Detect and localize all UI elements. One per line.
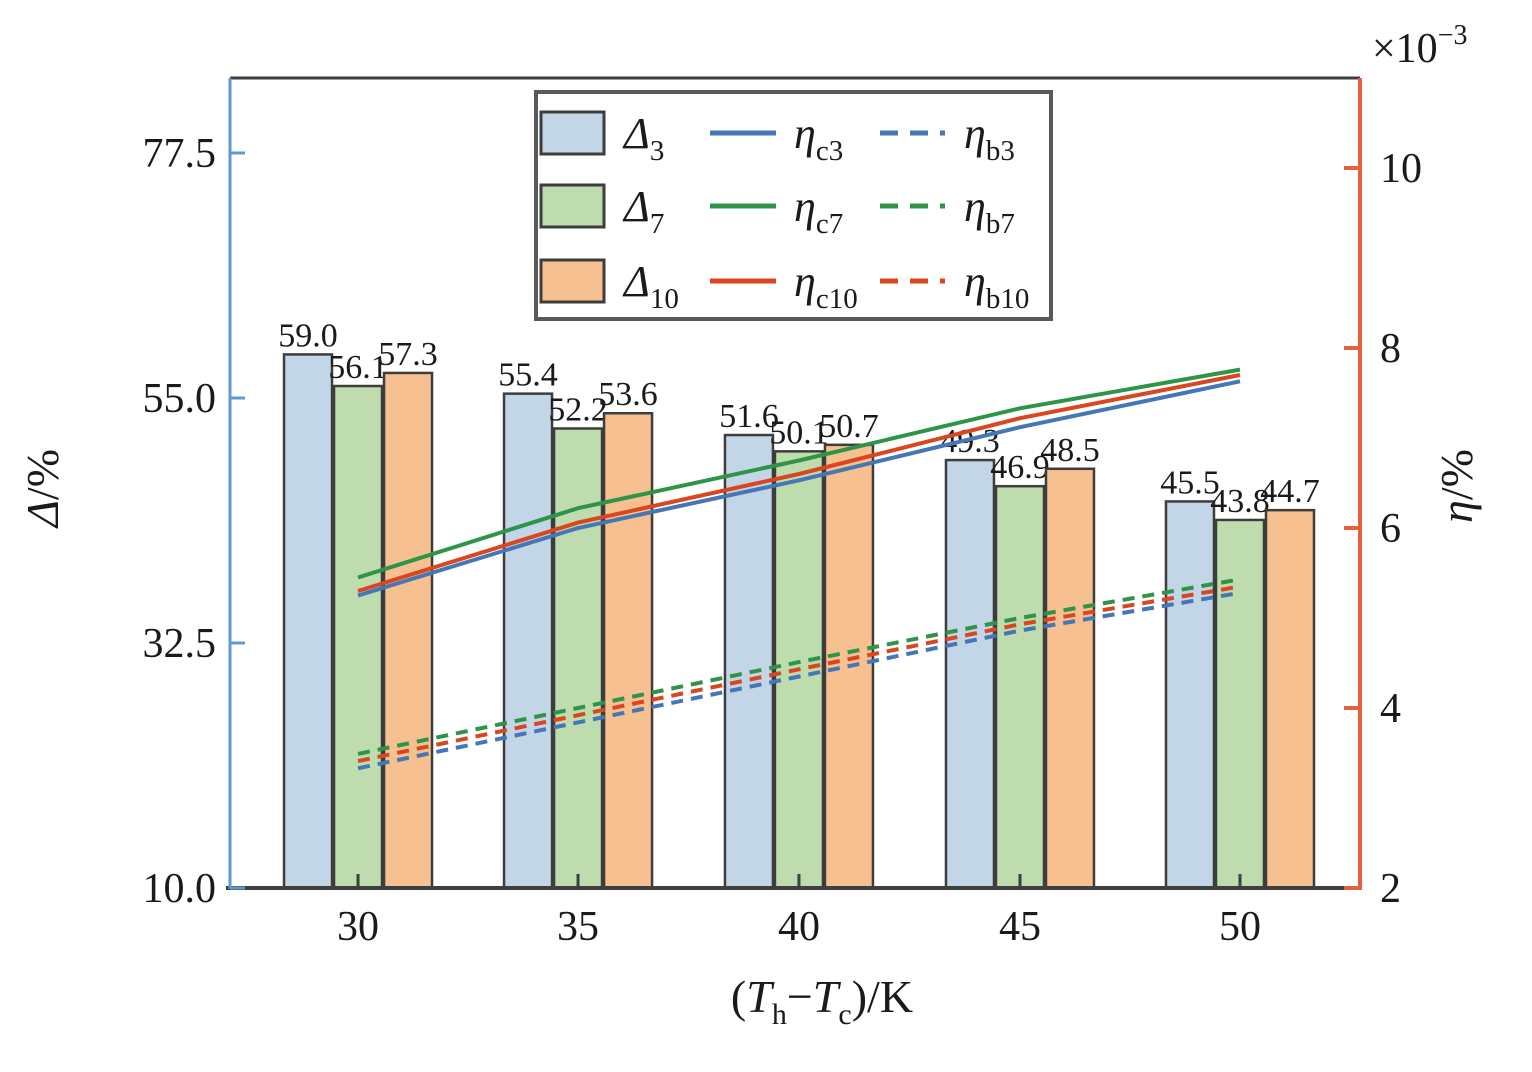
bar-value-label-Δ10-30: 57.3 — [378, 336, 438, 373]
legend-label-delta3-base: Δ — [622, 109, 650, 158]
legend-label-eta-c3-sub: c3 — [816, 135, 843, 167]
bar-value-label-Δ7-40: 50.1 — [769, 414, 829, 451]
bar-value-label-Δ10-45: 48.5 — [1040, 432, 1100, 469]
bar-Δ10-45 — [1044, 467, 1096, 890]
line-ηb3 — [357, 590, 1241, 771]
bar-Δ3-45 — [944, 458, 996, 890]
x-title-T2: T — [813, 971, 842, 1022]
legend-label-eta-b10: ηb10 — [964, 257, 1029, 315]
right-axis-title: η/% — [1431, 449, 1482, 523]
legend-label-eta-c10: ηc10 — [794, 257, 858, 315]
x-tick-label-40: 40 — [778, 904, 820, 950]
legend-label-eta-c3-base: η — [794, 109, 816, 158]
x-axis-title: (Th−Tc)/K — [731, 971, 913, 1031]
bar-Δ7-35 — [552, 427, 604, 890]
right-axis-title-suffix: /% — [1431, 449, 1482, 500]
left-tick-label-10.0: 10.0 — [143, 866, 217, 912]
bar-Δ3-40 — [723, 433, 775, 890]
legend-label-eta-b3-base: η — [964, 109, 986, 158]
legend-label-eta-b10-sub: b10 — [986, 283, 1030, 315]
left-tick-label-32.5: 32.5 — [143, 621, 217, 667]
legend-patch-7 — [539, 183, 606, 229]
line-ηb7 — [357, 577, 1241, 756]
bar-value-label-Δ10-35: 53.6 — [598, 376, 658, 413]
legend-patch-10 — [539, 258, 606, 304]
right-tick-label-6: 6 — [1380, 506, 1401, 552]
bar-Δ7-45 — [994, 484, 1046, 890]
legend-label-delta10: Δ10 — [622, 257, 679, 315]
bar-value-label-Δ7-45: 46.9 — [990, 449, 1050, 486]
legend-label-delta3-sub: 3 — [650, 135, 665, 167]
legend-label-eta-b7: ηb7 — [964, 182, 1015, 240]
x-tick-label-30: 30 — [337, 904, 379, 950]
legend-label-eta-b10-base: η — [964, 257, 986, 306]
legend-patch-3 — [539, 110, 606, 156]
legend-label-delta10-sub: 10 — [650, 283, 679, 315]
x-tick-label-50: 50 — [1219, 904, 1261, 950]
legend-label-delta7-base: Δ — [622, 182, 650, 231]
legend-label-delta3: Δ3 — [622, 109, 664, 167]
right-axis-multiplier: ×10−3 — [1372, 20, 1467, 72]
legend-label-eta-c7-base: η — [794, 182, 816, 231]
multiplier-exponent: −3 — [1438, 20, 1468, 51]
right-axis-title-symbol: η — [1431, 500, 1482, 523]
legend-label-eta-c7: ηc7 — [794, 182, 843, 240]
bar-Δ3-35 — [502, 392, 554, 890]
legend-label-eta-c3: ηc3 — [794, 109, 843, 167]
bar-value-label-Δ10-40: 50.7 — [819, 408, 879, 445]
legend-label-eta-c10-sub: c10 — [816, 283, 858, 315]
legend-label-eta-b3: ηb3 — [964, 109, 1015, 167]
left-axis-title: Δ/% — [17, 449, 68, 529]
x-title-unit: K — [880, 971, 913, 1022]
bar-value-label-Δ7-50: 43.8 — [1210, 483, 1270, 520]
x-title-sub-c: c — [838, 998, 851, 1031]
legend-label-delta10-base: Δ — [622, 257, 650, 306]
multiplier-base: ×10 — [1372, 26, 1438, 72]
right-tick-label-8: 8 — [1380, 326, 1401, 372]
x-title-close: )/ — [852, 971, 880, 1022]
x-title-minus: − — [787, 971, 813, 1022]
bar-Δ7-30 — [332, 384, 384, 890]
bar-Δ7-50 — [1214, 518, 1266, 890]
x-tick-label-45: 45 — [999, 904, 1041, 950]
left-tick-label-55.0: 55.0 — [143, 376, 217, 422]
bar-Δ10-35 — [602, 411, 654, 890]
bar-value-label-Δ3-30: 59.0 — [278, 317, 338, 354]
legend-box — [534, 90, 1053, 321]
legend-label-eta-b3-sub: b3 — [986, 135, 1015, 167]
right-tick-label-2: 2 — [1380, 866, 1401, 912]
left-tick-label-77.5: 77.5 — [143, 131, 217, 177]
bar-value-label-Δ3-50: 45.5 — [1160, 464, 1220, 501]
right-tick-label-10: 10 — [1380, 146, 1422, 192]
legend-label-eta-c10-base: η — [794, 257, 816, 306]
legend-label-eta-c7-sub: c7 — [816, 208, 843, 240]
bar-value-label-Δ10-50: 44.7 — [1260, 473, 1320, 510]
line-ηb10 — [357, 584, 1241, 764]
left-axis-title-suffix: /% — [17, 449, 68, 500]
legend-label-delta7-sub: 7 — [650, 208, 665, 240]
x-title-T1: T — [746, 971, 775, 1022]
line-ηc3 — [357, 379, 1241, 598]
right-tick-label-4: 4 — [1380, 686, 1401, 732]
x-tick-label-35: 35 — [557, 904, 599, 950]
left-axis-title-symbol: Δ — [17, 500, 68, 529]
bar-value-label-Δ7-35: 52.2 — [548, 391, 608, 428]
line-ηc7 — [357, 367, 1241, 580]
bar-Δ3-30 — [282, 353, 334, 890]
bar-value-label-Δ3-40: 51.6 — [719, 398, 779, 435]
bar-Δ10-50 — [1264, 508, 1316, 890]
legend-label-eta-b7-sub: b7 — [986, 208, 1015, 240]
legend-label-delta7: Δ7 — [622, 182, 664, 240]
bar-value-label-Δ7-30: 56.1 — [328, 349, 388, 386]
line-ηc10 — [357, 373, 1241, 593]
x-title-open: ( — [731, 971, 746, 1022]
legend-label-eta-b7-base: η — [964, 182, 986, 231]
bar-Δ10-30 — [382, 371, 434, 890]
x-title-sub-h: h — [772, 998, 787, 1031]
bar-value-label-Δ3-35: 55.4 — [498, 357, 558, 394]
bar-Δ3-50 — [1164, 500, 1216, 890]
